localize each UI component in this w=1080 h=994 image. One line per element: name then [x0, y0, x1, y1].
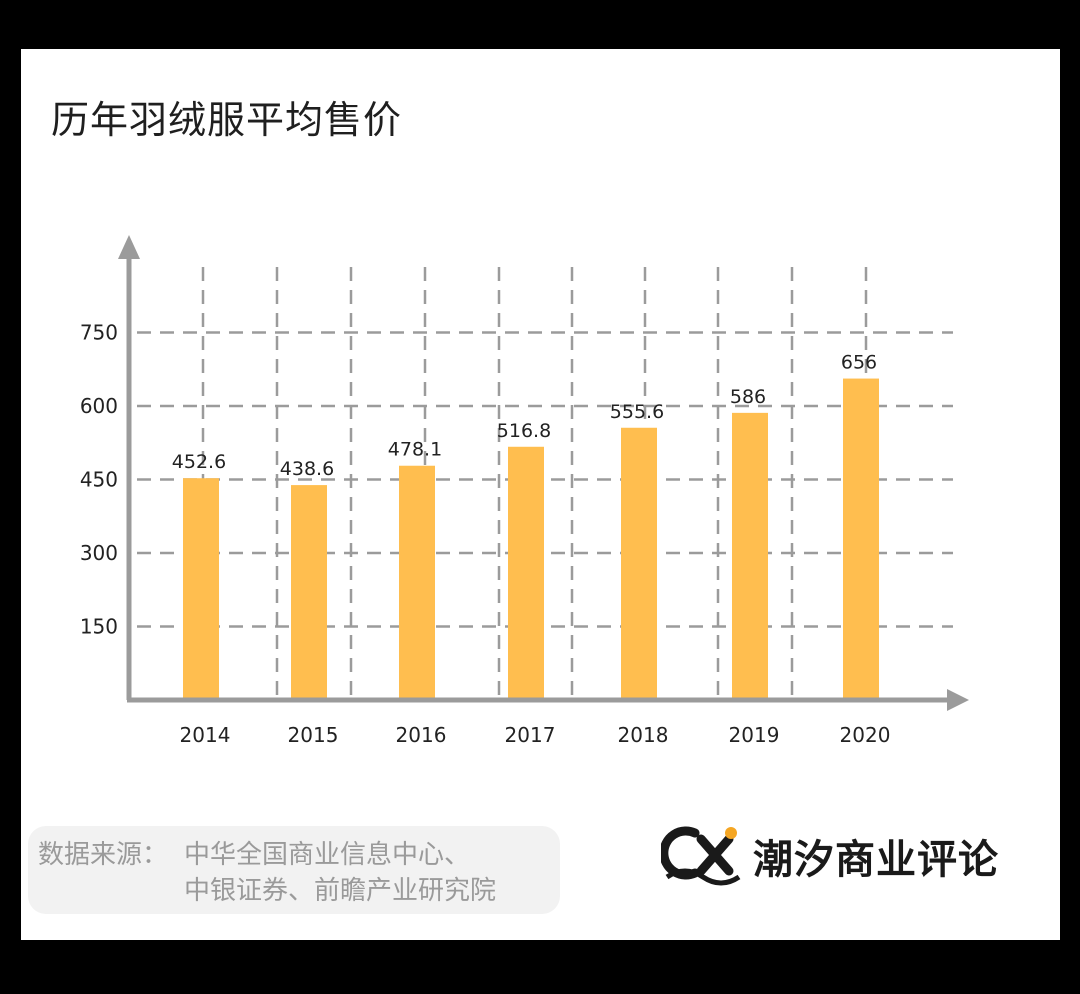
y-axis-arrow-icon	[118, 235, 140, 259]
chart-title: 历年羽绒服平均售价	[51, 98, 403, 142]
bar-chart: 452.6 2014 438.6 2015 478.1 2016 516.8 2017 555.…	[80, 235, 969, 748]
grid-lines	[137, 267, 953, 698]
y-tick-450: 450	[80, 468, 118, 492]
x-tick-2015: 2015	[288, 723, 339, 747]
bar-2016	[399, 465, 435, 700]
bar-2015	[291, 485, 327, 700]
axes	[118, 235, 969, 711]
labels: 452.6 2014 438.6 2015 478.1 2016 516.8 2017 555.…	[80, 321, 891, 748]
data-label-2017: 516.8	[497, 420, 551, 442]
x-tick-2019: 2019	[729, 723, 780, 747]
y-tick-600: 600	[80, 394, 118, 418]
data-label-2018: 555.6	[610, 401, 664, 423]
y-tick-150: 150	[80, 615, 118, 639]
y-tick-750: 750	[80, 321, 118, 345]
brand-name: 潮汐商业评论	[753, 837, 999, 883]
y-tick-300: 300	[80, 541, 118, 565]
x-axis-arrow-icon	[947, 689, 969, 711]
x-tick-2020: 2020	[840, 723, 891, 747]
x-tick-2016: 2016	[396, 723, 447, 747]
brand-logo: 潮汐商业评论	[661, 819, 1021, 889]
source-line-1: 中华全国商业信息中心、	[184, 840, 471, 870]
chart-card: 历年羽绒服平均售价 452.6 2014 438.6 2015 478.1 2016 516…	[21, 49, 1060, 940]
source-line-2: 中银证券、前瞻产业研究院	[184, 876, 497, 906]
bar-2017	[508, 446, 544, 700]
x-tick-2018: 2018	[618, 723, 669, 747]
bar-2020	[843, 378, 879, 700]
bar-2014	[183, 478, 219, 700]
source-label: 数据来源：	[38, 840, 169, 870]
data-label-2014: 452.6	[172, 451, 226, 473]
cx-wave-logo-icon	[661, 826, 741, 886]
x-tick-2017: 2017	[505, 723, 556, 747]
x-tick-2014: 2014	[180, 723, 231, 747]
source-box: 数据来源： 中华全国商业信息中心、 中银证券、前瞻产业研究院	[28, 826, 560, 914]
bar-2019	[732, 412, 768, 700]
data-label-2015: 438.6	[280, 458, 334, 480]
data-label-2020: 656	[841, 352, 877, 374]
data-label-2016: 478.1	[388, 439, 442, 461]
bars	[183, 378, 879, 700]
bar-2018	[621, 427, 657, 700]
data-label-2019: 586	[730, 386, 766, 408]
